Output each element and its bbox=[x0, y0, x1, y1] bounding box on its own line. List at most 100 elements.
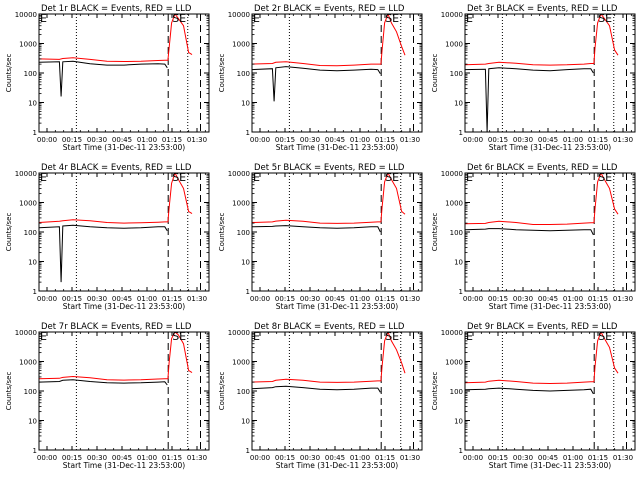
x-tick-label: 01:00 bbox=[137, 454, 157, 462]
annotation-e: E bbox=[253, 12, 260, 25]
x-tick-label: 00:00 bbox=[37, 454, 57, 462]
annotation-e: E bbox=[40, 171, 47, 184]
y-axis-label: Counts/sec bbox=[431, 54, 439, 93]
x-tick-label: 00:45 bbox=[538, 454, 558, 462]
plot-title: Det 3r BLACK = Events, RED = LLD bbox=[467, 4, 618, 14]
y-tick-label: 10 bbox=[241, 100, 250, 108]
events-series-line bbox=[252, 66, 381, 102]
x-tick-label: 00:45 bbox=[538, 136, 558, 144]
y-tick-label: 1000 bbox=[232, 200, 250, 208]
x-tick-label: 00:00 bbox=[37, 295, 57, 303]
x-tick-label: 01:30 bbox=[613, 295, 633, 303]
y-tick-label: 10000 bbox=[228, 11, 250, 19]
x-tick-label: 00:45 bbox=[112, 454, 132, 462]
lld-series-line bbox=[39, 173, 193, 224]
x-tick-label: 00:30 bbox=[513, 454, 533, 462]
x-axis-label: Start Time (31-Dec-11 23:53:00) bbox=[276, 461, 398, 470]
x-tick-label: 00:30 bbox=[300, 454, 320, 462]
y-tick-label: 1 bbox=[459, 288, 463, 296]
x-tick-label: 01:30 bbox=[187, 295, 207, 303]
x-tick-label: 01:30 bbox=[187, 454, 207, 462]
plot-title: Det 8r BLACK = Events, RED = LLD bbox=[254, 322, 405, 332]
plot-data-area bbox=[465, 332, 627, 450]
x-tick-label: 00:00 bbox=[250, 295, 270, 303]
annotation-se: SE bbox=[172, 330, 186, 343]
annotation-se: SE bbox=[172, 171, 186, 184]
y-axis-label: Counts/sec bbox=[218, 54, 226, 93]
x-tick-label: 00:30 bbox=[300, 295, 320, 303]
annotation-e: E bbox=[253, 330, 260, 343]
plot-data-area bbox=[465, 14, 627, 132]
y-axis-label: Counts/sec bbox=[431, 372, 439, 411]
y-tick-label: 10000 bbox=[228, 329, 250, 337]
x-tick-label: 00:30 bbox=[87, 454, 107, 462]
x-tick-label: 00:30 bbox=[87, 136, 107, 144]
y-axis-label: Counts/sec bbox=[5, 213, 13, 252]
x-axis-label: Start Time (31-Dec-11 23:53:00) bbox=[276, 143, 398, 152]
x-tick-label: 01:15 bbox=[375, 295, 395, 303]
y-tick-label: 10000 bbox=[441, 11, 463, 19]
x-tick-label: 00:30 bbox=[300, 136, 320, 144]
plot-title: Det 2r BLACK = Events, RED = LLD bbox=[254, 4, 405, 14]
x-axis-label: Start Time (31-Dec-11 23:53:00) bbox=[489, 461, 611, 470]
y-tick-label: 1 bbox=[459, 129, 463, 137]
x-tick-label: 00:15 bbox=[488, 295, 508, 303]
x-tick-label: 01:00 bbox=[137, 295, 157, 303]
y-tick-label: 10000 bbox=[228, 170, 250, 178]
plot-panel-6: Det 6r BLACK = Events, RED = LLD 1 10 100 10… bbox=[431, 163, 636, 311]
x-tick-label: 00:15 bbox=[275, 136, 295, 144]
x-tick-label: 00:30 bbox=[87, 295, 107, 303]
y-tick-label: 1000 bbox=[19, 200, 37, 208]
x-tick-label: 00:00 bbox=[250, 454, 270, 462]
plot-title: Det 9r BLACK = Events, RED = LLD bbox=[467, 322, 618, 332]
annotation-e: E bbox=[40, 330, 47, 343]
x-tick-label: 00:45 bbox=[112, 136, 132, 144]
y-tick-label: 10000 bbox=[15, 11, 37, 19]
y-tick-label: 100 bbox=[24, 229, 37, 237]
y-tick-label: 100 bbox=[237, 70, 250, 78]
events-series-line bbox=[39, 224, 168, 283]
y-tick-label: 1000 bbox=[445, 359, 463, 367]
x-tick-label: 01:30 bbox=[400, 295, 420, 303]
x-tick-label: 01:00 bbox=[563, 136, 583, 144]
annotation-se: SE bbox=[172, 12, 186, 25]
plot-title: Det 1r BLACK = Events, RED = LLD bbox=[41, 4, 192, 14]
annotation-se: SE bbox=[385, 12, 399, 25]
x-tick-label: 01:15 bbox=[588, 136, 608, 144]
plot-axes-frame bbox=[464, 172, 636, 292]
y-tick-label: 1000 bbox=[19, 41, 37, 49]
x-tick-label: 00:45 bbox=[538, 295, 558, 303]
x-tick-label: 01:15 bbox=[588, 295, 608, 303]
x-axis-label: Start Time (31-Dec-11 23:53:00) bbox=[489, 143, 611, 152]
x-tick-label: 00:45 bbox=[325, 136, 345, 144]
y-tick-label: 10000 bbox=[441, 170, 463, 178]
x-tick-label: 00:00 bbox=[463, 295, 483, 303]
plot-axes-frame bbox=[464, 13, 636, 133]
x-tick-label: 01:30 bbox=[400, 136, 420, 144]
y-axis-label: Counts/sec bbox=[218, 213, 226, 252]
plot-data-area bbox=[465, 173, 627, 291]
x-tick-label: 00:30 bbox=[513, 295, 533, 303]
x-tick-label: 00:30 bbox=[513, 136, 533, 144]
lld-series-line bbox=[252, 332, 406, 383]
y-tick-label: 100 bbox=[450, 229, 463, 237]
y-tick-label: 10000 bbox=[15, 329, 37, 337]
x-tick-label: 00:00 bbox=[250, 136, 270, 144]
plot-axes-frame bbox=[38, 331, 210, 451]
plot-panel-2: Det 2r BLACK = Events, RED = LLD 1 10 100 10… bbox=[218, 4, 423, 152]
annotation-se: SE bbox=[598, 330, 612, 343]
y-tick-label: 1 bbox=[246, 129, 250, 137]
plot-title: Det 7r BLACK = Events, RED = LLD bbox=[41, 322, 192, 332]
plot-axes-frame bbox=[38, 13, 210, 133]
x-tick-label: 00:15 bbox=[62, 136, 82, 144]
x-tick-label: 01:00 bbox=[350, 136, 370, 144]
plot-panel-8: Det 8r BLACK = Events, RED = LLD 1 10 100 10… bbox=[218, 322, 423, 470]
y-axis-label: Counts/sec bbox=[5, 54, 13, 93]
y-tick-label: 100 bbox=[237, 388, 250, 396]
x-tick-label: 01:15 bbox=[162, 454, 182, 462]
y-tick-label: 1 bbox=[33, 288, 37, 296]
y-tick-label: 1000 bbox=[445, 41, 463, 49]
events-series-line bbox=[465, 228, 594, 236]
lld-series-line bbox=[39, 332, 193, 381]
x-tick-label: 01:15 bbox=[162, 295, 182, 303]
